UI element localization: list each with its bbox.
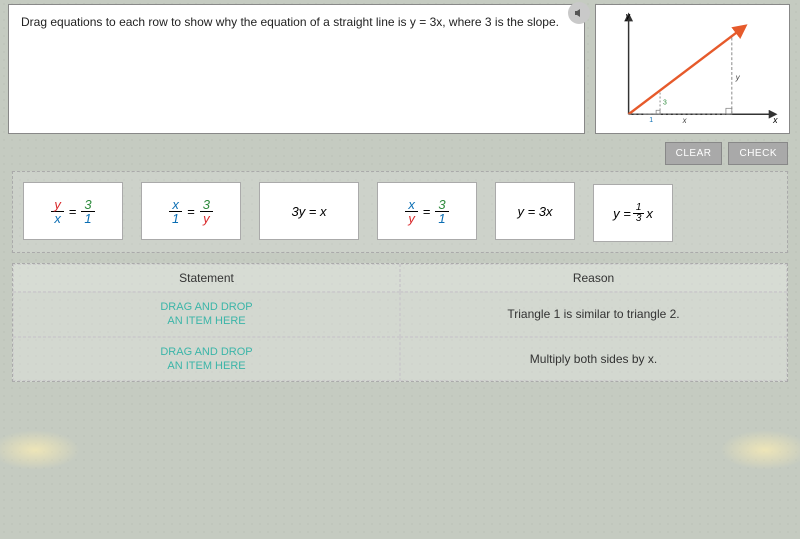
tile-3y-eq-x[interactable]: 3y = x (259, 182, 359, 240)
svg-text:x: x (682, 116, 688, 125)
clear-button[interactable]: CLEAR (665, 142, 723, 165)
tile-x-over-1[interactable]: x1 = 3y (141, 182, 241, 240)
proof-table: Statement Reason DRAG AND DROP AN ITEM H… (12, 263, 788, 382)
tiles-area: yx = 31 x1 = 3y 3y = x xy = 31 y = 3x y … (12, 171, 788, 253)
x-axis-label: x (772, 115, 778, 125)
tile-y-over-x[interactable]: yx = 31 (23, 182, 123, 240)
tile-y-eq-3x[interactable]: y = 3x (495, 182, 575, 240)
reason-1: Triangle 1 is similar to triangle 2. (400, 292, 787, 337)
tile-x-over-y[interactable]: xy = 31 (377, 182, 477, 240)
check-button[interactable]: CHECK (728, 142, 788, 165)
tile-y-eq-third-x[interactable]: y = 13 x (593, 184, 673, 242)
svg-text:y: y (735, 73, 741, 82)
header-reason: Reason (400, 264, 787, 292)
graph-panel: y x 1 3 y x (595, 4, 790, 134)
glare-decoration (720, 430, 800, 470)
audio-icon[interactable] (568, 2, 590, 24)
drop-target-1[interactable]: DRAG AND DROP AN ITEM HERE (13, 292, 400, 337)
prompt-box: Drag equations to each row to show why t… (8, 4, 585, 134)
svg-text:1: 1 (649, 117, 653, 124)
svg-text:3: 3 (663, 99, 667, 106)
header-statement: Statement (13, 264, 400, 292)
y-axis-label: y (625, 11, 631, 21)
reason-2: Multiply both sides by x. (400, 337, 787, 382)
glare-decoration (0, 430, 80, 470)
prompt-text: Drag equations to each row to show why t… (21, 15, 559, 29)
button-row: CLEAR CHECK (0, 134, 800, 171)
drop-target-2[interactable]: DRAG AND DROP AN ITEM HERE (13, 337, 400, 382)
